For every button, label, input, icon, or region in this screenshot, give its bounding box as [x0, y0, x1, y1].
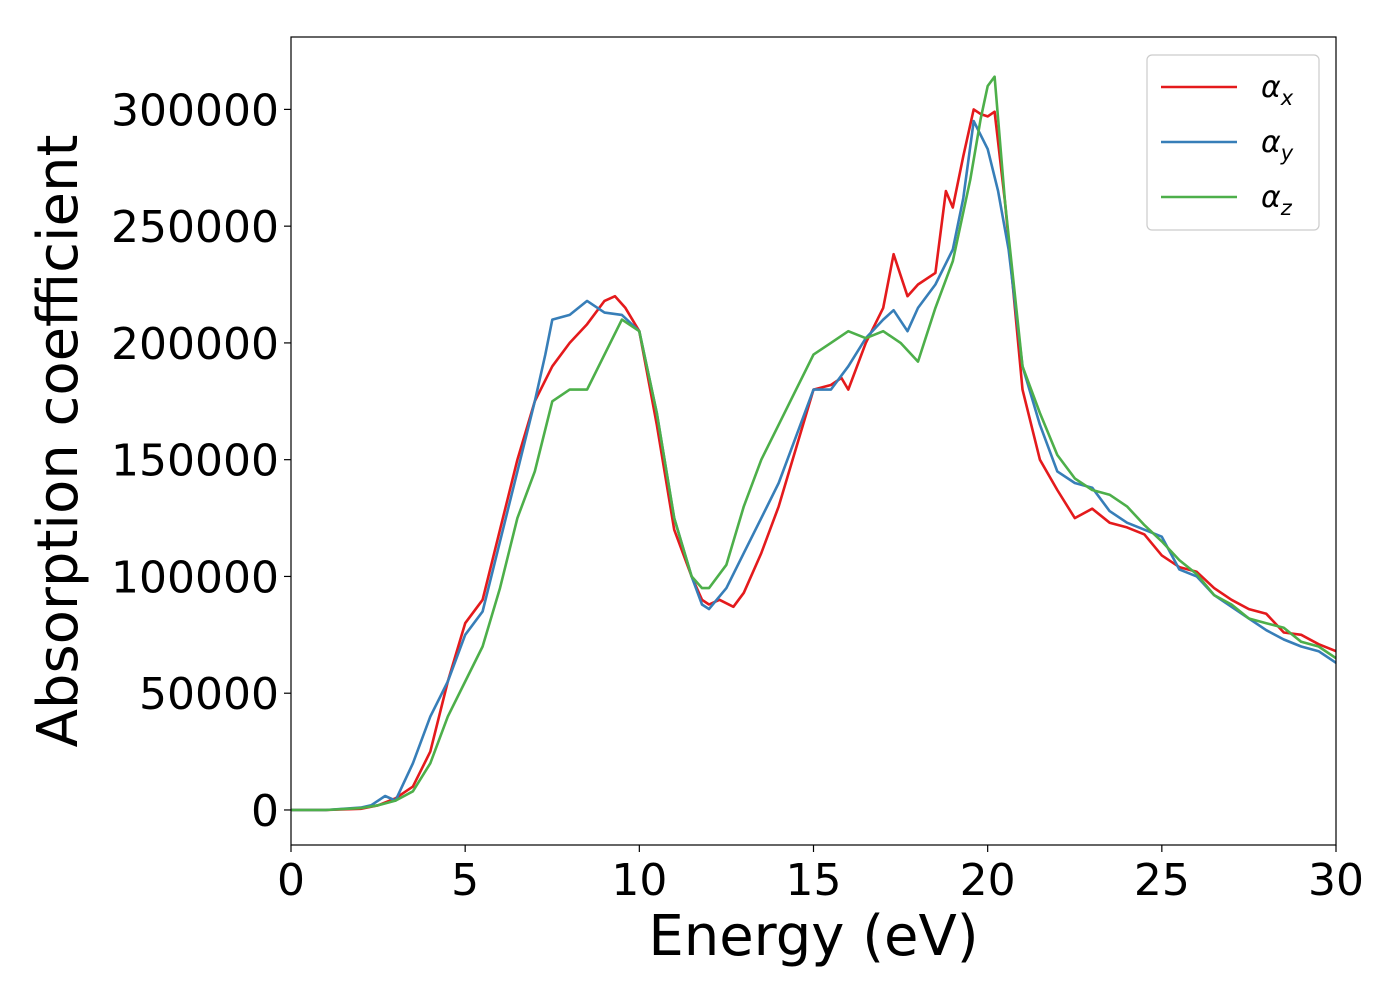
y-tick-label: 300000 [111, 85, 279, 136]
x-tick-label: 0 [277, 855, 305, 906]
y-tick-label: 0 [251, 786, 279, 837]
x-tick-label: 10 [611, 855, 667, 906]
x-tick-label: 20 [960, 855, 1016, 906]
series-line-z [291, 75, 1336, 812]
y-tick-label: 150000 [111, 436, 279, 487]
series-layer [291, 75, 1336, 812]
x-tick-label: 15 [786, 855, 842, 906]
y-tick-label: 250000 [111, 202, 279, 253]
axes-layer: 0 5 10 15 20 25 30 0 50000 100000 150000 200000 2500… [111, 36, 1364, 906]
legend: αx αy αz [1146, 54, 1320, 231]
y-tick-label: 200000 [111, 319, 279, 370]
x-tick-label: 5 [451, 855, 479, 906]
x-tick-label: 25 [1134, 855, 1190, 906]
x-axis-title: Energy (eV) [648, 904, 978, 969]
legend-label-y: αy [1261, 125, 1294, 165]
legend-label-x: αx [1261, 70, 1294, 110]
y-axis-title: Absorption coefficient [26, 135, 91, 748]
series-line-x [291, 108, 1336, 812]
legend-label-z: αz [1261, 180, 1293, 220]
x-tick-label: 30 [1308, 855, 1364, 906]
y-tick-label: 50000 [139, 669, 279, 720]
y-tick-label: 100000 [111, 552, 279, 603]
